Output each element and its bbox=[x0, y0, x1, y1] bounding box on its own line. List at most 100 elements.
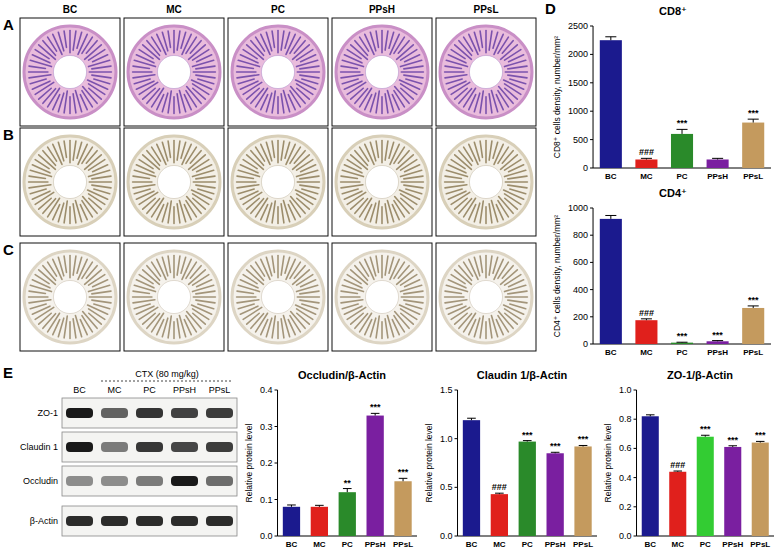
crypt bbox=[29, 176, 45, 178]
error-bar bbox=[467, 418, 476, 420]
crypt bbox=[496, 95, 503, 110]
histology-image bbox=[124, 243, 224, 351]
column-label: MC bbox=[108, 385, 122, 395]
blot-band bbox=[171, 516, 198, 526]
crypt bbox=[406, 304, 422, 309]
crypt bbox=[69, 322, 71, 339]
crypt bbox=[398, 41, 409, 54]
column-label: MC bbox=[166, 4, 182, 15]
significance: *** bbox=[755, 430, 766, 440]
error-cap bbox=[728, 445, 737, 446]
significance: *** bbox=[727, 435, 738, 445]
crypt bbox=[510, 79, 526, 84]
crypt bbox=[89, 71, 111, 73]
crypt bbox=[401, 275, 417, 285]
crypt bbox=[39, 88, 52, 99]
crypt bbox=[186, 201, 196, 217]
crypt bbox=[351, 88, 364, 99]
crypt bbox=[58, 257, 63, 276]
crypt bbox=[351, 198, 364, 209]
crypt bbox=[347, 50, 361, 59]
bar bbox=[707, 341, 729, 344]
crypt bbox=[493, 32, 498, 48]
tick bbox=[455, 487, 458, 488]
crypt bbox=[89, 60, 110, 66]
category-label: BC bbox=[644, 540, 656, 549]
crypt bbox=[381, 256, 383, 278]
crypt bbox=[448, 280, 466, 288]
crypt bbox=[89, 50, 105, 60]
tissue bbox=[440, 136, 532, 228]
crypt bbox=[89, 170, 110, 176]
crypt bbox=[73, 141, 76, 160]
tick-label: 200 bbox=[573, 312, 588, 322]
crypt bbox=[300, 66, 319, 69]
category-label: BC bbox=[605, 348, 617, 357]
crypt bbox=[398, 266, 409, 279]
crypt bbox=[58, 142, 63, 161]
significance: *** bbox=[578, 434, 589, 444]
category-label: PC bbox=[676, 172, 687, 181]
crypt bbox=[290, 201, 300, 217]
crypt bbox=[300, 185, 319, 188]
bar bbox=[283, 507, 300, 536]
crypt bbox=[505, 285, 526, 291]
crypt bbox=[272, 256, 274, 272]
crypt bbox=[394, 316, 404, 332]
crypt bbox=[489, 141, 492, 160]
error-bar bbox=[646, 415, 655, 416]
crypt bbox=[341, 291, 357, 293]
error-bar bbox=[495, 493, 504, 495]
crypt bbox=[238, 79, 254, 84]
crypt bbox=[302, 189, 318, 194]
error-cap bbox=[641, 158, 652, 159]
panel-letter: B bbox=[3, 126, 14, 143]
row-label: ZO-1 bbox=[37, 408, 58, 418]
crypt bbox=[387, 316, 393, 337]
crypt bbox=[508, 176, 527, 179]
bar bbox=[742, 123, 764, 168]
tissue bbox=[24, 26, 116, 118]
tick-label: 0 bbox=[583, 163, 588, 173]
crypt bbox=[294, 266, 305, 279]
crypt bbox=[186, 316, 196, 332]
crypt bbox=[508, 66, 527, 69]
crypt bbox=[505, 181, 527, 183]
tick bbox=[455, 390, 458, 391]
crypt bbox=[404, 75, 423, 78]
crypt bbox=[193, 198, 206, 209]
crypt bbox=[181, 142, 186, 158]
image-frame bbox=[332, 243, 432, 351]
significance: *** bbox=[398, 467, 409, 477]
crypt bbox=[133, 185, 155, 188]
crypt bbox=[342, 189, 358, 194]
crypt bbox=[89, 313, 102, 324]
image-frame bbox=[20, 243, 120, 351]
category-label: PC bbox=[522, 540, 533, 549]
tick-label: 1000 bbox=[568, 203, 588, 213]
crypt bbox=[496, 205, 503, 220]
image-frame bbox=[436, 243, 536, 351]
crypt bbox=[401, 296, 423, 298]
crypt bbox=[297, 275, 313, 285]
crypt bbox=[297, 50, 313, 60]
crypt bbox=[69, 207, 71, 224]
image-frame bbox=[124, 128, 224, 236]
chart-title: Claudin 1/β-Actin bbox=[477, 369, 568, 381]
error-cap bbox=[646, 414, 655, 415]
crypt bbox=[247, 313, 260, 324]
crypt bbox=[394, 91, 404, 107]
crypt bbox=[341, 296, 360, 298]
histology-image bbox=[228, 128, 328, 236]
error-stem bbox=[682, 129, 683, 134]
error-bar bbox=[399, 478, 408, 481]
crypt bbox=[505, 296, 527, 298]
tick-label: 0.4 bbox=[619, 473, 632, 483]
category-label: PPsH bbox=[365, 540, 386, 549]
tick bbox=[590, 26, 593, 27]
crypt bbox=[197, 280, 212, 287]
tissue bbox=[440, 251, 532, 343]
crypt bbox=[184, 320, 191, 335]
tick-label: 0.8 bbox=[619, 414, 632, 424]
crypt bbox=[64, 201, 67, 223]
